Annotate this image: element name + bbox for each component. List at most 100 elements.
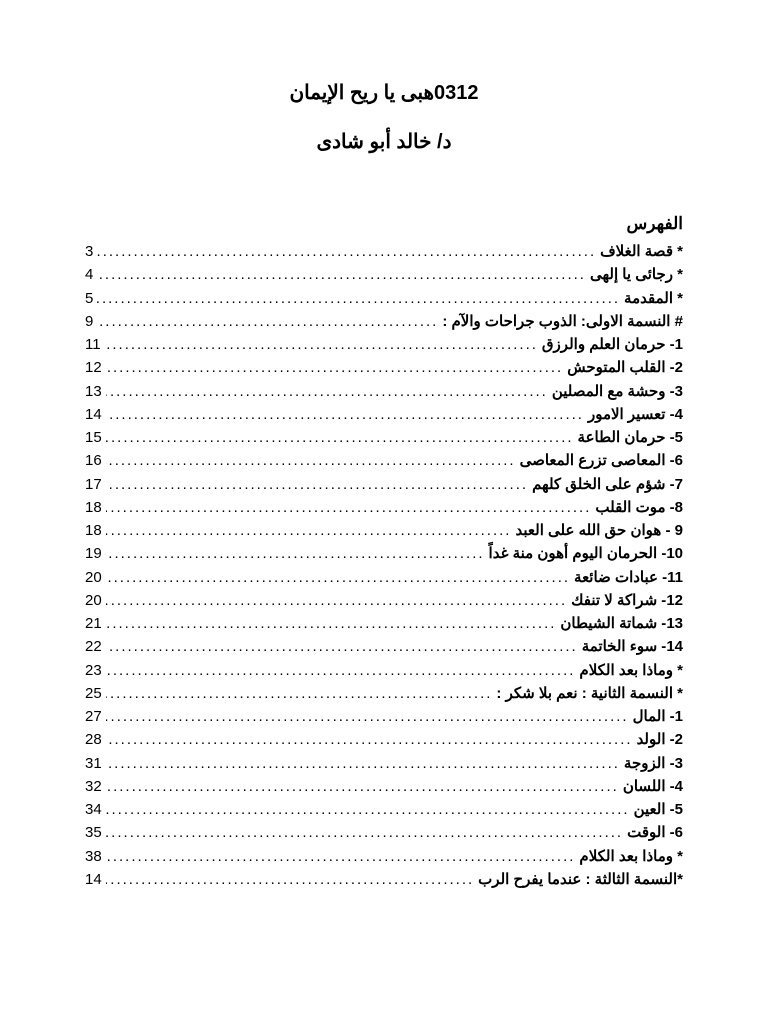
toc-dots <box>106 612 557 635</box>
toc-dots <box>106 496 592 519</box>
toc-dots <box>106 380 548 403</box>
toc-row: 5- حرمان الطاعة15 <box>85 426 683 449</box>
toc-dots <box>106 821 623 844</box>
toc-dots <box>97 287 620 310</box>
toc-label: * رجائى يا إلهى <box>586 263 683 286</box>
toc-page: 17 <box>85 473 106 496</box>
toc-dots <box>106 449 516 472</box>
index-heading: الفهرس <box>85 214 683 234</box>
toc-page: 31 <box>85 752 106 775</box>
toc-label: 3- الزوجة <box>620 752 683 775</box>
toc-dots <box>106 705 629 728</box>
toc-row: 2- الولد 28 <box>85 728 683 751</box>
toc-dots <box>106 728 633 751</box>
toc-page: 25 <box>85 682 106 705</box>
toc-label: 8- موت القلب <box>591 496 683 519</box>
toc-dots <box>106 589 567 612</box>
toc-dots <box>106 659 576 682</box>
toc-label: 4- تعسير الامور <box>584 403 683 426</box>
toc-label: 4- اللسان <box>619 775 683 798</box>
toc-row: 5- العين 34 <box>85 798 683 821</box>
toc-dots <box>106 682 493 705</box>
toc-page: 16 <box>85 449 106 472</box>
toc-dots <box>106 868 474 891</box>
toc-label: 7- شؤم على الخلق كلهم <box>528 473 683 496</box>
toc-page: 38 <box>85 845 106 868</box>
toc-dots <box>106 566 570 589</box>
toc-page: 14 <box>85 868 106 891</box>
toc-page: 11 <box>85 333 105 356</box>
toc-page: 3 <box>85 240 97 263</box>
toc-page: 15 <box>85 426 106 449</box>
toc-dots <box>105 333 538 356</box>
toc-label: 3- وحشة مع المصلين <box>548 380 683 403</box>
toc-page: 5 <box>85 287 97 310</box>
toc-dots <box>106 798 630 821</box>
toc-page: 32 <box>85 775 106 798</box>
toc-page: 28 <box>85 728 106 751</box>
toc-label: 11- عبادات ضائعة <box>570 566 683 589</box>
toc-label: * قصة الغلاف <box>596 240 683 263</box>
toc-page: 20 <box>85 589 106 612</box>
toc-label: 6- المعاصى تزرع المعاصى <box>516 449 683 472</box>
toc-label: 2- الولد <box>633 728 683 751</box>
toc-dots <box>106 542 485 565</box>
toc-row: * رجائى يا إلهى 4 <box>85 263 683 286</box>
toc-label: 1- المال <box>629 705 683 728</box>
toc-dots <box>106 752 620 775</box>
toc-row: 8- موت القلب 18 <box>85 496 683 519</box>
title-block: 0312هبى يا ريح الإيمان د/ خالد أبو شادى <box>85 80 683 154</box>
toc-row: 14- سوء الخاتمة22 <box>85 635 683 658</box>
toc-dots <box>106 403 584 426</box>
toc-label: 13- شماتة الشيطان <box>556 612 683 635</box>
toc-page: 9 <box>85 310 97 333</box>
toc-row: 4- اللسان 32 <box>85 775 683 798</box>
toc-page: 20 <box>85 566 106 589</box>
document-author: د/ خالد أبو شادى <box>85 129 683 154</box>
toc-dots <box>97 263 586 286</box>
toc-row: 13- شماتة الشيطان21 <box>85 612 683 635</box>
toc-dots <box>97 240 596 263</box>
toc-dots <box>106 473 528 496</box>
toc-label: * المقدمة <box>620 287 683 310</box>
toc-row: 1- حرمان العلم والرزق 11 <box>85 333 683 356</box>
document-title: 0312هبى يا ريح الإيمان <box>85 80 683 105</box>
toc-label: 5- العين <box>630 798 683 821</box>
toc-row: 11- عبادات ضائعة 20 <box>85 566 683 589</box>
toc-label: # النسمة الاولى: الذوب جراحات والآم : <box>438 310 683 333</box>
toc-page: 14 <box>85 403 106 426</box>
toc-row: 10- الحرمان اليوم أهون منة غداً 19 <box>85 542 683 565</box>
toc-page: 34 <box>85 798 106 821</box>
toc-row: 9 - هوان حق الله على العبد18 <box>85 519 683 542</box>
toc-label: 1- حرمان العلم والرزق <box>538 333 683 356</box>
toc-row: * المقدمة 5 <box>85 287 683 310</box>
toc-dots <box>106 356 564 379</box>
toc-page: 12 <box>85 356 106 379</box>
toc-label: 6- الوقت <box>623 821 683 844</box>
toc-row: *النسمة الثالثة : عندما يفرح الرب 14 <box>85 868 683 891</box>
toc-label: * وماذا بعد الكلام <box>575 659 683 682</box>
toc-row: 6- الوقت35 <box>85 821 683 844</box>
toc-dots <box>106 845 576 868</box>
toc-label: *النسمة الثالثة : عندما يفرح الرب <box>474 868 683 891</box>
toc-label: * وماذا بعد الكلام <box>575 845 683 868</box>
toc-page: 18 <box>85 519 106 542</box>
toc-row: * النسمة الثانية : نعم بلا شكر :25 <box>85 682 683 705</box>
toc-page: 22 <box>85 635 106 658</box>
toc-page: 23 <box>85 659 106 682</box>
toc-dots <box>97 310 438 333</box>
toc-page: 27 <box>85 705 106 728</box>
toc-page: 4 <box>85 263 97 286</box>
toc-row: # النسمة الاولى: الذوب جراحات والآم : 9 <box>85 310 683 333</box>
toc-dots <box>106 775 619 798</box>
toc-label: 12- شراكة لا تنفك <box>567 589 683 612</box>
toc-row: * وماذا بعد الكلام 23 <box>85 659 683 682</box>
toc-page: 18 <box>85 496 106 519</box>
toc-row: 6- المعاصى تزرع المعاصى 16 <box>85 449 683 472</box>
toc-row: * قصة الغلاف 3 <box>85 240 683 263</box>
toc-page: 19 <box>85 542 106 565</box>
toc-row: 12- شراكة لا تنفك 20 <box>85 589 683 612</box>
toc-page: 13 <box>85 380 106 403</box>
toc-label: 10- الحرمان اليوم أهون منة غداً <box>485 542 683 565</box>
toc-dots <box>106 635 578 658</box>
